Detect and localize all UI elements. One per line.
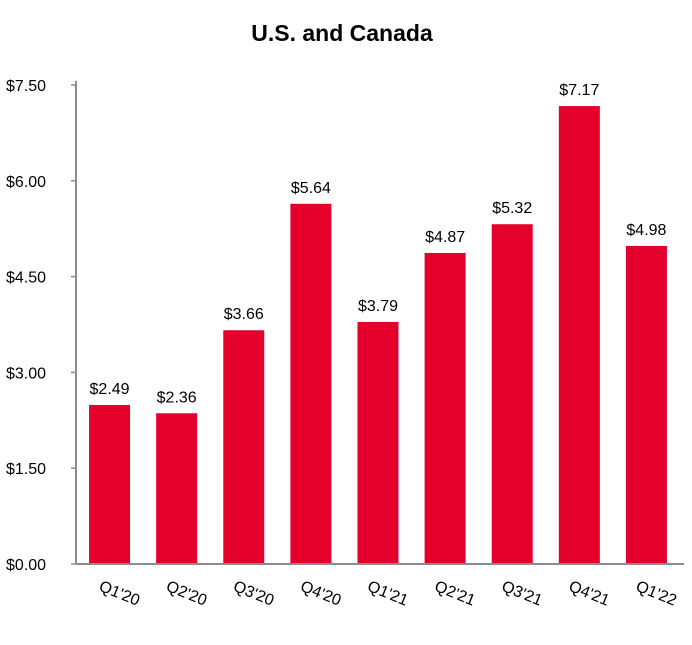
bar — [156, 413, 198, 564]
y-tick-label: $0.00 — [6, 557, 46, 574]
data-label: $4.87 — [425, 229, 465, 246]
bar — [223, 330, 265, 564]
data-label: $2.49 — [90, 381, 130, 398]
bar — [357, 321, 399, 564]
axes — [75, 81, 684, 565]
data-label: $5.32 — [492, 200, 532, 217]
data-label: $2.36 — [157, 389, 197, 406]
x-tick-label: Q2'21 — [432, 578, 478, 610]
bar — [491, 224, 533, 564]
data-label: $3.79 — [358, 298, 398, 315]
x-tick-label: Q1'21 — [365, 578, 411, 610]
x-tick-label: Q3'21 — [499, 578, 545, 610]
x-tick-label: Q4'21 — [566, 578, 612, 610]
x-tick-label: Q1'20 — [96, 578, 142, 610]
x-tick-label: Q1'22 — [633, 578, 679, 610]
y-tick-label: $6.00 — [6, 174, 46, 191]
x-tick-label: Q4'20 — [298, 578, 344, 610]
bar — [558, 106, 600, 565]
bars — [89, 106, 667, 565]
bar — [290, 203, 332, 565]
data-label: $4.98 — [626, 222, 666, 239]
bar — [625, 245, 667, 564]
x-tick-label: Q2'20 — [164, 578, 210, 610]
data-label: $5.64 — [291, 180, 331, 197]
data-label: $3.66 — [224, 306, 264, 323]
x-tick-label: Q3'20 — [231, 578, 277, 610]
data-label: $7.17 — [559, 82, 599, 99]
x-axis-ticks: Q1'20 Q2'20 Q3'20 Q4'20 Q1'21 Q2'21 Q3'21 Q4'21… — [96, 578, 678, 610]
y-axis-ticks: $0.00 $1.50 $3.00 $4.50 $6.00 $7.50 — [6, 78, 76, 574]
y-tick-label: $1.50 — [6, 461, 46, 478]
chart-title: U.S. and Canada — [251, 20, 433, 46]
bar — [89, 404, 131, 564]
y-tick-label: $7.50 — [6, 78, 46, 95]
value-labels: $2.49 $2.36 $3.66 $5.64 $3.79 $4.87 $5.32 $7.17… — [90, 82, 667, 406]
y-tick-label: $4.50 — [6, 270, 46, 287]
bar — [424, 252, 466, 564]
y-tick-label: $3.00 — [6, 365, 46, 382]
